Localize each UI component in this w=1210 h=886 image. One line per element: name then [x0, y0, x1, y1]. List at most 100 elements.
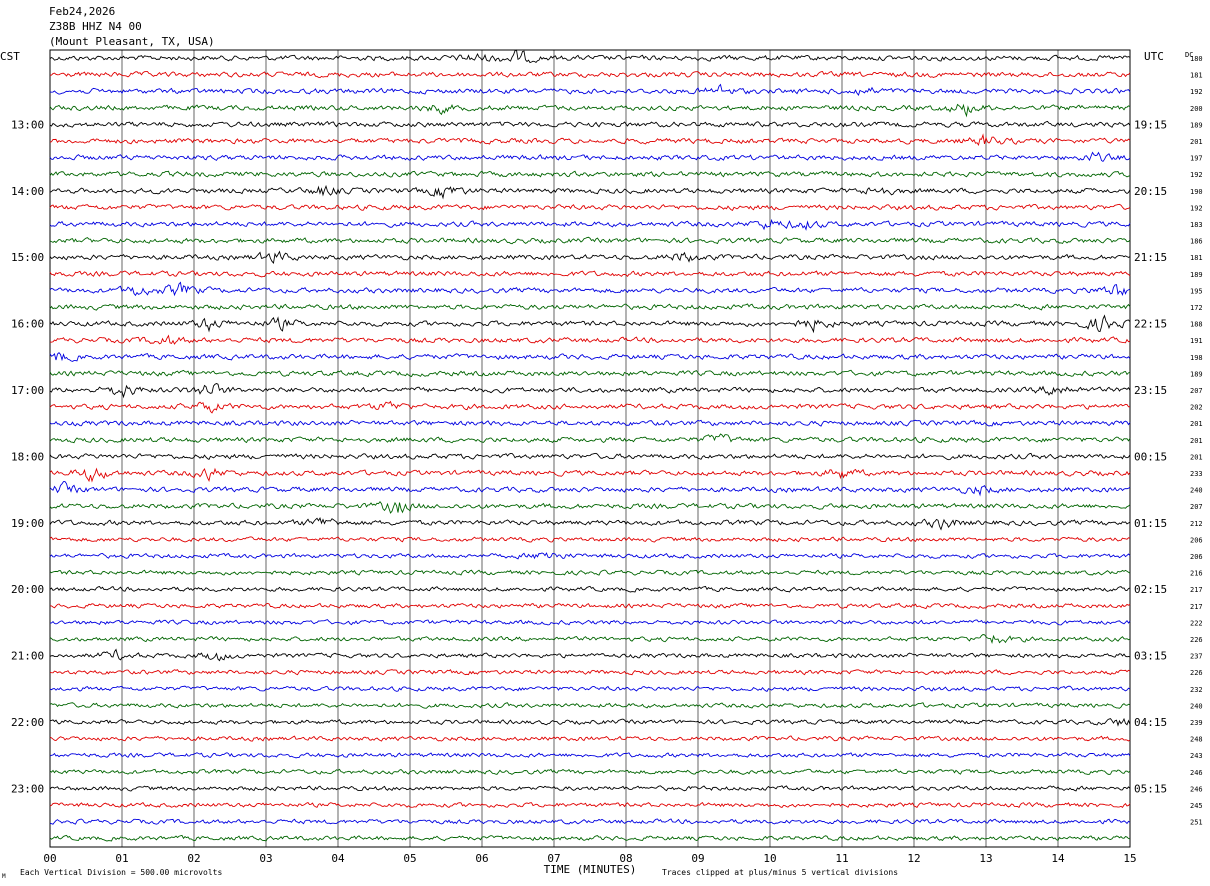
dc-offset-label: 201 [1190, 420, 1203, 428]
dc-offset-label: 189 [1190, 121, 1203, 129]
x-tick-label: 15 [1123, 852, 1136, 865]
dc-offset-label: 217 [1190, 586, 1203, 594]
right-hour-label: 23:15 [1134, 384, 1167, 397]
trace-row [49, 452, 1131, 461]
trace-row [49, 281, 1131, 297]
trace-row [49, 619, 1131, 626]
dc-offset-label: 243 [1190, 752, 1203, 760]
left-hour-label: 16:00 [11, 318, 44, 331]
dc-offset-label: 172 [1190, 304, 1203, 312]
trace-row [49, 481, 1131, 497]
dc-offset-label: 216 [1190, 570, 1203, 578]
trace-row [49, 218, 1131, 231]
dc-offset-label: 237 [1190, 653, 1203, 661]
x-tick-label: 06 [475, 852, 488, 865]
dc-offset-label: 190 [1190, 188, 1203, 196]
dc-offset-label: 201 [1190, 437, 1203, 445]
dc-offset-label: 240 [1190, 702, 1203, 710]
dc-offset-label: 189 [1190, 370, 1203, 378]
left-hour-label: 17:00 [11, 384, 44, 397]
x-tick-label: 04 [331, 852, 345, 865]
left-hour-label: 15:00 [11, 251, 44, 264]
trace-row [49, 500, 1131, 514]
right-timezone-label: UTC [1144, 50, 1164, 63]
left-hour-label: 18:00 [11, 450, 44, 463]
dc-offset-label: 197 [1190, 155, 1203, 163]
right-hour-label: 19:15 [1134, 118, 1167, 131]
left-hour-label: 23:00 [11, 782, 44, 795]
trace-row [49, 569, 1131, 576]
location-label: (Mount Pleasant, TX, USA) [49, 35, 215, 48]
dc-offset-label: 226 [1190, 636, 1203, 644]
left-hour-label: 20:00 [11, 583, 44, 596]
trace-row [49, 334, 1131, 345]
dc-offset-label: 246 [1190, 785, 1203, 793]
dc-offset-label: 248 [1190, 736, 1203, 744]
trace-row [49, 170, 1131, 178]
axis-labels: CST UTC DC TIME (MINUTES) Each Vertical … [0, 50, 1203, 880]
dc-offset-label: 191 [1190, 337, 1203, 345]
dc-header-label: DC [1185, 51, 1193, 59]
trace-row [49, 634, 1131, 645]
dc-offset-label: 240 [1190, 487, 1203, 495]
trace-row [49, 648, 1131, 662]
trace-row [49, 383, 1131, 399]
dc-offset-label: 239 [1190, 719, 1203, 727]
right-hour-label: 00:15 [1134, 450, 1167, 463]
dc-offset-label: 226 [1190, 669, 1203, 677]
dc-offset-label: 192 [1190, 88, 1203, 96]
x-axis-title: TIME (MINUTES) [544, 863, 637, 876]
trace-row [49, 552, 1131, 560]
trace-row [49, 802, 1131, 809]
dc-offset-label: 183 [1190, 221, 1203, 229]
trace-row [49, 685, 1131, 692]
left-hour-label: 19:00 [11, 517, 44, 530]
trace-row [49, 103, 1131, 118]
date-label: Feb24,2026 [49, 5, 116, 18]
trace-row [49, 702, 1131, 709]
trace-row [49, 400, 1131, 414]
trace-row [49, 669, 1131, 676]
x-tick-label: 11 [835, 852, 848, 865]
traces [49, 49, 1131, 842]
trace-row [49, 352, 1131, 362]
station-label: Z38B HHZ N4 00 [49, 20, 142, 33]
trace-row [49, 236, 1131, 245]
trace-row [49, 133, 1131, 147]
trace-row [49, 270, 1131, 278]
trace-row [49, 834, 1131, 842]
dc-offset-label: 186 [1190, 238, 1203, 246]
dc-offset-label: 246 [1190, 769, 1203, 777]
x-tick-label: 03 [259, 852, 272, 865]
x-tick-label: 14 [1051, 852, 1065, 865]
trace-row [49, 517, 1131, 531]
dc-offset-label: 200 [1190, 105, 1203, 113]
dc-offset-label: 188 [1190, 321, 1203, 329]
dc-offset-label: 232 [1190, 686, 1203, 694]
scale-note: Each Vertical Division = 500.00 microvol… [20, 868, 222, 877]
corner-mark: M [2, 873, 6, 880]
dc-offset-label: 233 [1190, 470, 1203, 478]
grid [49, 49, 1131, 848]
dc-offset-label: 245 [1190, 802, 1203, 810]
trace-row [49, 151, 1131, 163]
trace-row [49, 303, 1131, 311]
x-tick-label: 10 [763, 852, 776, 865]
trace-row [49, 536, 1131, 543]
trace-row [49, 83, 1131, 96]
right-hour-label: 03:15 [1134, 650, 1167, 663]
right-hour-label: 05:15 [1134, 782, 1167, 795]
right-hour-label: 21:15 [1134, 251, 1167, 264]
trace-row [49, 602, 1131, 610]
dc-offset-label: 189 [1190, 271, 1203, 279]
trace-row [49, 184, 1131, 200]
right-hour-label: 20:15 [1134, 185, 1167, 198]
trace-row [49, 768, 1131, 775]
plot-frame [49, 49, 1131, 848]
left-hour-label: 22:00 [11, 716, 44, 729]
left-timezone-label: CST [0, 50, 20, 63]
dc-offset-label: 207 [1190, 503, 1203, 511]
dc-offset-label: 217 [1190, 603, 1203, 611]
dc-offset-label: 192 [1190, 171, 1203, 179]
